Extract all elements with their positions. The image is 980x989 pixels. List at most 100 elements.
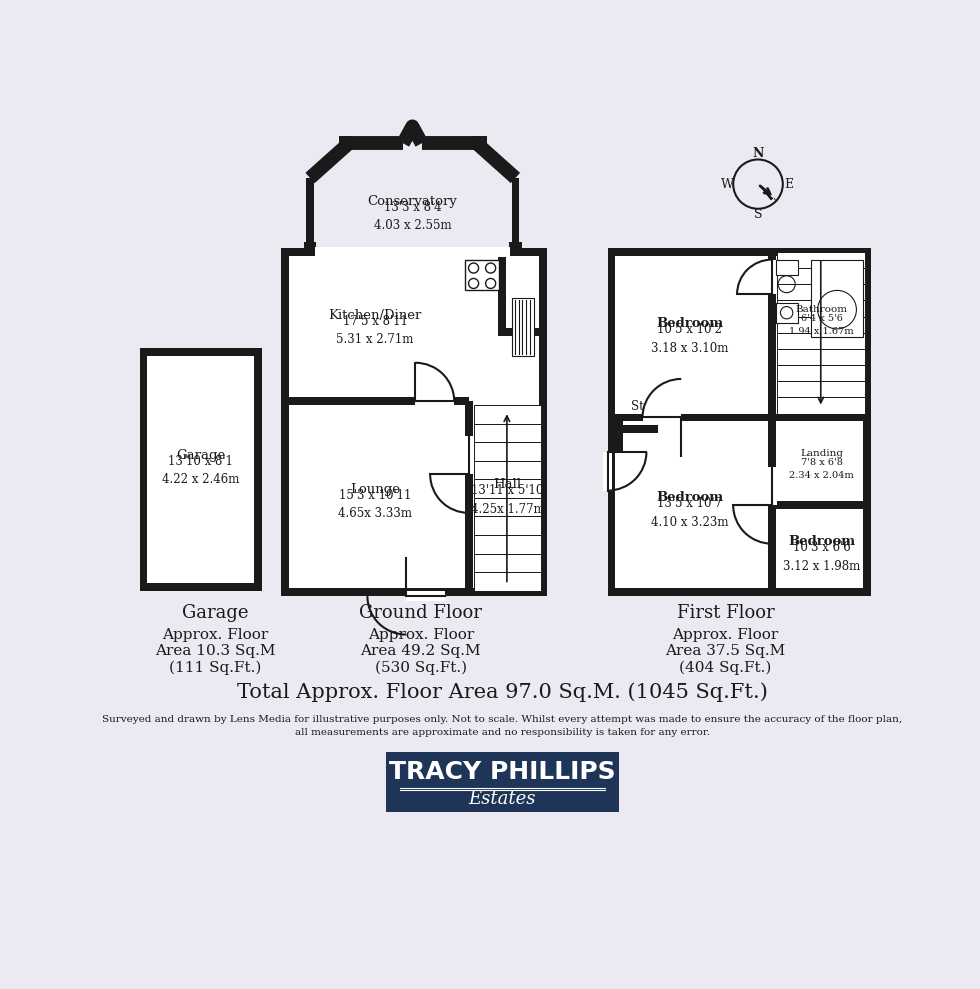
Bar	[416, 397, 454, 405]
Text: 6'4 x 5'6
1.94 x 1.67m: 6'4 x 5'6 1.94 x 1.67m	[789, 315, 854, 336]
Bar	[615, 425, 658, 433]
Text: 13'11 x 5'10
4.25x 1.77m: 13'11 x 5'10 4.25x 1.77m	[470, 484, 545, 515]
Bar	[767, 259, 776, 295]
Bar	[473, 442, 541, 461]
Bar	[776, 349, 865, 365]
Text: 17'5 x 8'11
5.31 x 2.71m: 17'5 x 8'11 5.31 x 2.71m	[336, 315, 414, 346]
Bar	[473, 535, 541, 554]
Bar	[473, 497, 541, 516]
Bar	[512, 178, 519, 248]
Text: Surveyed and drawn by Lens Media for illustrative purposes only. Not to scale. W: Surveyed and drawn by Lens Media for ill…	[102, 715, 903, 724]
Text: Ground Floor: Ground Floor	[360, 603, 482, 622]
Bar	[499, 256, 506, 332]
Bar	[289, 256, 539, 588]
Text: Approx. Floor: Approx. Floor	[672, 628, 778, 642]
Bar	[776, 381, 865, 398]
Bar	[139, 348, 262, 590]
Text: E: E	[784, 178, 794, 191]
Bar	[776, 268, 865, 284]
Text: Garage: Garage	[176, 449, 225, 462]
Text: W: W	[720, 178, 733, 191]
Bar	[608, 248, 871, 596]
Bar	[603, 452, 612, 491]
Bar	[768, 256, 776, 417]
Bar	[474, 135, 487, 148]
Text: all measurements are approximate and no responsibility is taken for any error.: all measurements are approximate and no …	[295, 728, 710, 737]
Text: Area 10.3 Sq.M: Area 10.3 Sq.M	[155, 645, 275, 659]
Text: Bathroom: Bathroom	[796, 306, 848, 315]
Bar	[147, 356, 254, 583]
Bar	[281, 248, 547, 596]
Text: Bedroom: Bedroom	[657, 491, 723, 504]
Bar	[615, 413, 863, 421]
Text: 13'10 x 8'1
4.22 x 2.46m: 13'10 x 8'1 4.22 x 2.46m	[162, 455, 239, 487]
Bar	[339, 135, 351, 148]
Bar	[473, 405, 541, 423]
Text: 13'5 x 10'7
4.10 x 3.23m: 13'5 x 10'7 4.10 x 3.23m	[651, 497, 728, 529]
Bar	[473, 554, 541, 572]
Bar	[306, 178, 314, 248]
Bar	[776, 284, 865, 301]
Text: TRACY PHILLIPS: TRACY PHILLIPS	[389, 761, 615, 784]
Bar	[304, 242, 317, 254]
Text: Approx. Floor: Approx. Floor	[368, 628, 474, 642]
Bar	[776, 332, 865, 349]
Text: Estates: Estates	[468, 790, 536, 808]
Text: 10'5 x 10'2
3.18 x 3.10m: 10'5 x 10'2 3.18 x 3.10m	[651, 323, 728, 355]
Text: Area 37.5 Sq.M: Area 37.5 Sq.M	[665, 645, 786, 659]
Bar	[473, 423, 541, 442]
Bar	[473, 572, 541, 590]
Text: S: S	[754, 209, 762, 222]
Text: Total Approx. Floor Area 97.0 Sq.M. (1045 Sq.Ft.): Total Approx. Floor Area 97.0 Sq.M. (104…	[237, 682, 767, 702]
Text: First Floor: First Floor	[676, 603, 774, 622]
Bar	[767, 467, 776, 505]
Text: Bedroom: Bedroom	[788, 535, 856, 548]
Bar	[776, 304, 798, 322]
Text: (530 Sq.Ft.): (530 Sq.Ft.)	[374, 660, 466, 674]
Text: Lounge: Lounge	[350, 483, 400, 495]
Text: Garage: Garage	[182, 603, 249, 622]
Bar	[768, 417, 776, 588]
Bar	[473, 516, 541, 535]
Bar	[386, 753, 618, 812]
Bar	[615, 256, 863, 588]
Text: Landing: Landing	[800, 449, 843, 458]
Bar	[289, 398, 468, 405]
Text: Bedroom: Bedroom	[657, 317, 723, 330]
Text: St: St	[631, 401, 644, 413]
Text: 10'3 x 6'6
3.12 x 1.98m: 10'3 x 6'6 3.12 x 1.98m	[783, 541, 860, 573]
Bar	[406, 591, 445, 600]
Text: Area 49.2 Sq.M: Area 49.2 Sq.M	[361, 645, 481, 659]
Bar	[473, 480, 541, 497]
Text: Hall: Hall	[494, 478, 521, 491]
Bar	[615, 413, 662, 421]
Bar	[513, 298, 534, 356]
Bar	[473, 461, 541, 480]
Bar	[465, 436, 473, 475]
Bar	[776, 365, 865, 381]
Bar	[466, 259, 499, 291]
Bar	[510, 242, 521, 254]
Bar	[615, 417, 623, 452]
Polygon shape	[758, 184, 777, 202]
Text: 13'3 x 8'4
4.03 x 2.55m: 13'3 x 8'4 4.03 x 2.55m	[373, 201, 451, 232]
Text: (111 Sq.Ft.): (111 Sq.Ft.)	[170, 660, 262, 674]
Text: 15'3 x 10'11
4.65x 3.33m: 15'3 x 10'11 4.65x 3.33m	[338, 489, 413, 520]
Bar	[776, 316, 865, 332]
Bar	[306, 248, 519, 256]
Bar	[499, 328, 539, 336]
Text: Conservatory: Conservatory	[368, 195, 458, 208]
Text: 7'8 x 6'8
2.34 x 2.04m: 7'8 x 6'8 2.34 x 2.04m	[789, 458, 854, 480]
Bar	[643, 412, 681, 422]
Text: Kitchen/Diner: Kitchen/Diner	[328, 309, 421, 321]
Bar	[776, 252, 865, 268]
Bar	[316, 247, 510, 256]
Bar	[776, 301, 865, 316]
Bar	[768, 501, 863, 509]
Bar	[810, 259, 863, 336]
Text: (404 Sq.Ft.): (404 Sq.Ft.)	[679, 660, 771, 674]
Text: N: N	[753, 146, 763, 160]
Text: Approx. Floor: Approx. Floor	[163, 628, 269, 642]
Bar	[776, 259, 798, 275]
Bar	[466, 402, 472, 596]
